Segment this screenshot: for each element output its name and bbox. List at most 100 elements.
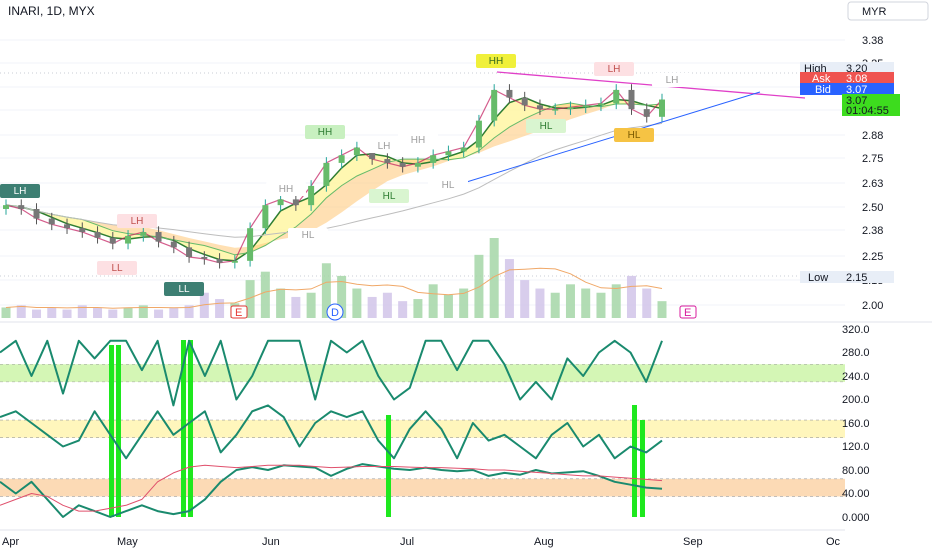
high-label-bg xyxy=(800,62,842,74)
time-tick-label: Jul xyxy=(400,536,414,548)
swing-label-box xyxy=(164,282,204,296)
candle-body xyxy=(659,99,665,117)
currency-label: MYR xyxy=(862,6,887,18)
candle-body xyxy=(414,162,421,167)
last-price-bg xyxy=(842,94,900,116)
candle-body xyxy=(445,151,452,156)
osc-band xyxy=(0,364,845,382)
dividend-marker[interactable]: D xyxy=(326,303,344,321)
candle-body xyxy=(353,147,360,156)
swing-label-box xyxy=(398,133,438,147)
low-label-bg xyxy=(800,271,842,283)
swing-label: LH xyxy=(14,186,27,197)
candle-body xyxy=(186,247,193,257)
volume-bar xyxy=(108,309,118,318)
bar-countdown: 01:04:55 xyxy=(846,105,889,117)
osc-line-1 xyxy=(0,339,663,407)
price-tick-label: 2.50 xyxy=(862,202,883,214)
swing-label: LH xyxy=(608,64,621,75)
swing-label: HH xyxy=(318,127,332,138)
osc-tick-label: 200.0 xyxy=(842,394,870,406)
volume-bar xyxy=(611,284,621,318)
bid-value: 3.07 xyxy=(846,84,867,96)
volume-bar xyxy=(459,288,469,318)
candle-body xyxy=(491,89,498,121)
volume-bar xyxy=(398,301,408,318)
ma-long-line xyxy=(5,122,663,238)
price-tick-label: 2.38 xyxy=(862,225,883,237)
candle-body xyxy=(33,208,40,219)
earnings-marker-1[interactable]: E xyxy=(230,305,248,319)
osc-signal-bar xyxy=(116,345,121,517)
trendlines[interactable] xyxy=(459,71,806,185)
candle-body xyxy=(628,89,635,110)
swing-label-box xyxy=(117,214,157,228)
swing-label: LH xyxy=(378,141,391,152)
time-axis: Apr May Jun Jul Aug Sep Oc xyxy=(2,536,841,548)
candle-body xyxy=(475,120,482,148)
candle-body xyxy=(460,147,467,152)
swing-label-box xyxy=(364,139,404,153)
osc-line-2 xyxy=(0,404,663,460)
volume-bar xyxy=(321,263,331,318)
currency-box[interactable] xyxy=(847,1,929,21)
candle-body xyxy=(399,162,406,167)
earnings-marker-label: E xyxy=(684,307,691,319)
candle-body xyxy=(109,237,116,244)
volume-bar xyxy=(337,275,347,318)
time-tick-label: Apr xyxy=(2,536,19,548)
swing-label-box xyxy=(369,189,409,203)
candle-body xyxy=(231,260,238,263)
volume-bar xyxy=(428,284,438,318)
candle-body xyxy=(521,97,528,106)
volume-bar xyxy=(169,307,179,318)
volume-bar xyxy=(199,292,209,318)
low-label: Low xyxy=(808,272,828,284)
time-tick-label: Aug xyxy=(534,536,554,548)
swing-label-box xyxy=(288,228,328,242)
candle-body xyxy=(643,109,650,117)
osc-band xyxy=(0,478,845,497)
bid-marker: Bid 3.07 xyxy=(800,83,894,96)
volume-bar xyxy=(32,309,42,318)
earnings-marker-2[interactable]: E xyxy=(679,305,697,319)
volume-bar xyxy=(550,292,560,318)
swing-label-box xyxy=(614,128,654,142)
candle-body xyxy=(125,235,132,244)
candle-body xyxy=(384,159,391,163)
bid-label-bg xyxy=(800,83,842,95)
volume-bar xyxy=(306,292,316,318)
volume-bar xyxy=(184,305,194,318)
ask-value-bg xyxy=(842,72,894,84)
candle-body xyxy=(247,228,254,261)
swing-label-box xyxy=(652,73,692,87)
candle-body xyxy=(3,205,9,209)
swing-label-box xyxy=(428,178,468,192)
volume-bars xyxy=(1,238,667,318)
candle-body xyxy=(567,107,574,110)
candle-body xyxy=(536,105,543,110)
volume-bar xyxy=(154,309,164,318)
osc-signal-bar xyxy=(188,340,193,517)
swing-label: HH xyxy=(489,56,503,67)
candle-body xyxy=(18,205,25,209)
osc-signal-bar xyxy=(181,340,186,517)
volume-bar xyxy=(443,294,453,318)
oscillator-lines xyxy=(0,339,663,518)
swing-label: LH xyxy=(666,75,679,86)
osc-signal-bar xyxy=(632,405,637,517)
volume-bar xyxy=(47,307,57,318)
candle-body xyxy=(216,258,223,263)
volume-bar xyxy=(474,254,484,318)
swing-label-box xyxy=(594,62,634,76)
volume-bar xyxy=(1,307,11,318)
swing-label-box xyxy=(0,184,40,198)
low-marker: Low 2.15 xyxy=(800,271,894,284)
swing-label: HH xyxy=(411,135,425,146)
volume-bar xyxy=(413,299,423,318)
candle-body xyxy=(323,162,330,186)
osc-tick-label: 0.000 xyxy=(842,512,870,524)
volume-bar xyxy=(520,280,530,318)
ask-marker: Ask 3.08 xyxy=(800,72,894,85)
